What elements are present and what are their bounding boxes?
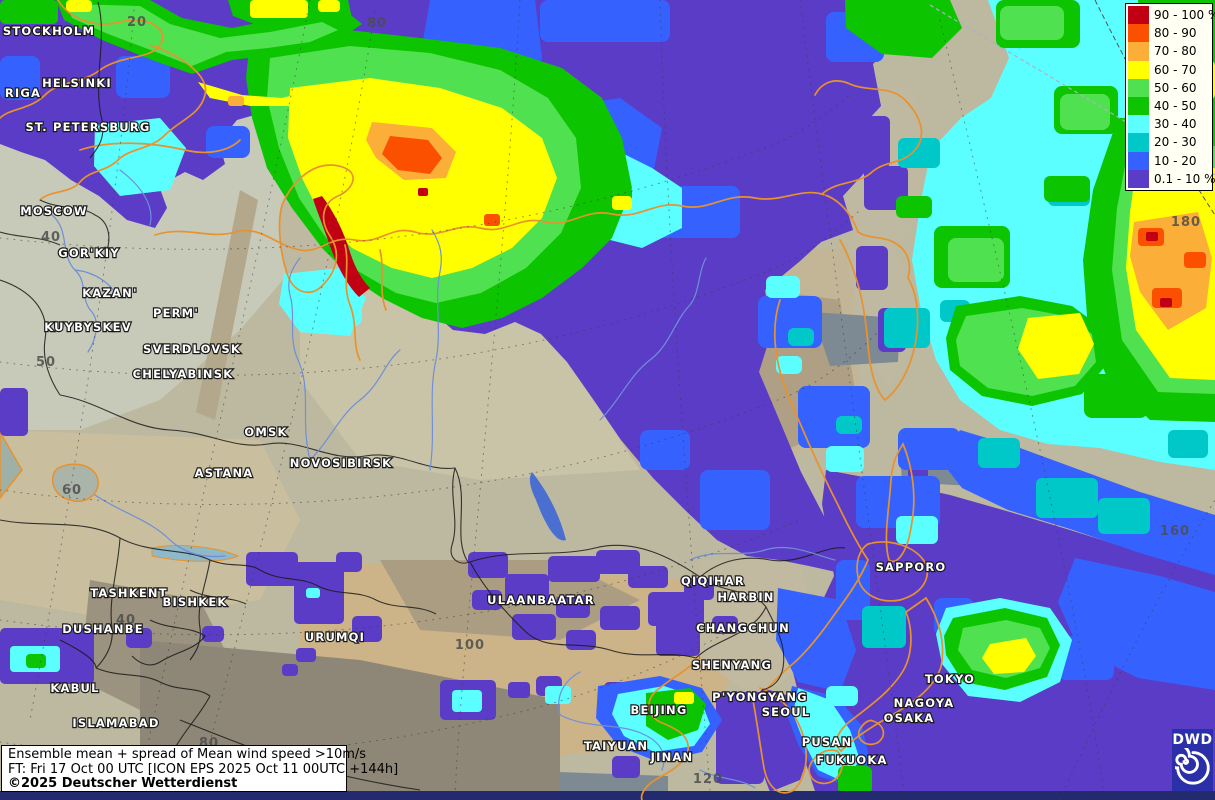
legend-swatch [1128, 169, 1149, 188]
city-label: QIQIHAR [681, 574, 745, 588]
legend-row: 90 - 100 % [1128, 6, 1215, 25]
legend-label: 60 - 70 [1154, 62, 1197, 77]
city-label: HELSINKI [42, 76, 112, 90]
legend-label: 10 - 20 [1154, 153, 1197, 168]
city-label: NOVOSIBIRSK [290, 456, 392, 470]
city-label: GOR'KIY [58, 246, 120, 260]
city-label: KAZAN' [82, 286, 137, 300]
legend-label: 30 - 40 [1154, 117, 1197, 132]
copyright: ©2025 Deutscher Wetterdienst [8, 776, 238, 792]
legend-row: 70 - 80 [1128, 42, 1212, 61]
city-label: STOCKHOLM [3, 24, 95, 38]
legend-row: 10 - 20 [1128, 151, 1212, 170]
city-label: NAGOYA [894, 696, 955, 710]
grid-coordinate-label: 100 [455, 638, 485, 653]
city-label: HARBIN [717, 590, 774, 604]
forecast-title: Ensemble mean + spread of Mean wind spee… [8, 747, 367, 762]
legend-row: 80 - 90 [1128, 24, 1212, 43]
city-label: TOKYO [925, 672, 975, 686]
city-label: P'YONGYANG [712, 690, 808, 704]
city-label: PUSAN [802, 735, 853, 749]
coastline-layer [0, 0, 944, 800]
grid-coordinate-label: 180 [1171, 215, 1201, 230]
legend-row: 50 - 60 [1128, 78, 1212, 97]
legend-label: 40 - 50 [1154, 99, 1197, 114]
city-label: TASHKENT [90, 586, 168, 600]
city-label: OMSK [244, 425, 287, 439]
city-label: FUKUOKA [816, 753, 887, 767]
city-label: ISLAMABAD [72, 716, 159, 730]
city-label: JINAN [650, 750, 694, 764]
legend-swatch [1128, 133, 1149, 152]
legend-swatch [1128, 24, 1149, 43]
legend-row: 30 - 40 [1128, 115, 1212, 134]
city-label: SHENYANG [692, 658, 772, 672]
legend-row: 20 - 30 [1128, 133, 1212, 152]
city-label: BISHKEK [162, 595, 227, 609]
grid-coordinate-label: 120 [693, 772, 723, 787]
city-label: URUMQI [305, 630, 365, 644]
city-label: SVERDLOVSK [143, 342, 241, 356]
city-label: DUSHANBE [62, 622, 144, 636]
legend-swatch [1128, 6, 1149, 25]
city-label: ASTANA [195, 466, 254, 480]
city-label: RIGA [5, 86, 41, 100]
legend-swatch [1128, 151, 1149, 170]
grid-coordinate-label: 50 [36, 355, 56, 370]
city-label: ST. PETERSBURG [25, 120, 150, 134]
grid-coordinate-label: 20 [127, 15, 147, 30]
map-bottom-edge [0, 791, 1215, 800]
probability-legend: 90 - 100 % 80 - 90 70 - 80 60 - 70 50 - 60 40… [1125, 3, 1215, 191]
city-label: MOSCOW [20, 204, 88, 218]
border-layer [0, 1, 846, 791]
legend-label: 20 - 30 [1154, 135, 1197, 150]
dwd-logo: DWD [1172, 729, 1213, 791]
grid-coordinate-label: 40 [41, 230, 61, 245]
prob-90-100-layer [313, 188, 1172, 307]
legend-swatch [1128, 78, 1149, 97]
forecast-time: FT: Fri 17 Oct 00 UTC [ICON EPS 2025 Oct… [8, 761, 399, 777]
legend-label: 0.1 - 10 % [1154, 171, 1215, 186]
river-layer [51, 169, 836, 789]
city-label: BEIJING [631, 703, 688, 717]
city-label: SEOUL [762, 705, 811, 719]
legend-swatch [1128, 115, 1149, 134]
legend-row: 40 - 50 [1128, 96, 1212, 116]
legend-swatch [1128, 60, 1149, 79]
legend-swatch [1128, 42, 1149, 61]
grid-coordinate-label: 160 [1160, 524, 1190, 539]
city-label: SAPPORO [876, 560, 947, 574]
legend-label: 70 - 80 [1154, 44, 1197, 59]
legend-label: 90 - 100 % [1154, 8, 1215, 23]
legend-swatch [1128, 96, 1149, 116]
grid-coordinate-label: 80 [367, 16, 387, 31]
grid-coordinate-label: 60 [62, 483, 82, 498]
city-label: CHANGCHUN [696, 621, 790, 635]
dwd-spiral-icon [1174, 748, 1210, 785]
city-label: KABUL [50, 681, 99, 695]
city-label: CHELYABINSK [133, 367, 234, 381]
city-label: PERM' [153, 306, 199, 320]
legend-row: 0.1 - 10 % [1128, 169, 1215, 188]
city-label: KUYBYSKEV [44, 320, 132, 334]
legend-label: 50 - 60 [1154, 80, 1197, 95]
city-label: ULAANBAATAR [487, 593, 595, 607]
forecast-info-box: Ensemble mean + spread of Mean wind spee… [1, 745, 399, 792]
city-label: TAIYUAN [584, 739, 648, 753]
grid-coordinate-label: 40 [116, 613, 136, 628]
city-label: OSAKA [884, 711, 935, 725]
dwd-logo-text: DWD [1172, 732, 1213, 748]
legend-label: 80 - 90 [1154, 26, 1197, 41]
legend-row: 60 - 70 [1128, 60, 1212, 79]
